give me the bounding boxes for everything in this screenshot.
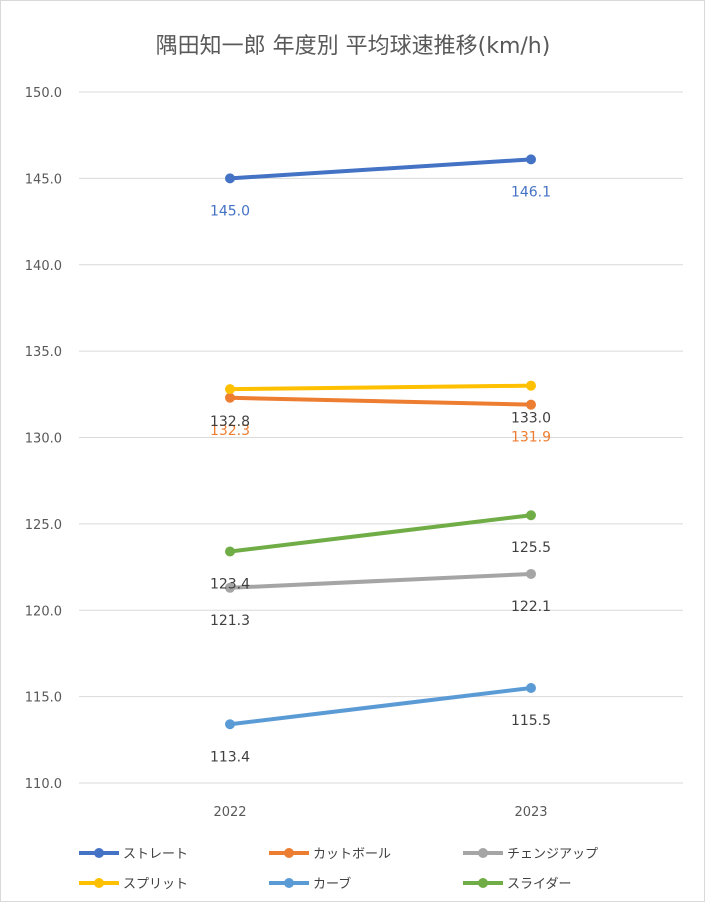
legend-item: カーブ	[269, 876, 351, 892]
series-3	[225, 380, 536, 395]
legend-label: スプリット	[123, 877, 188, 892]
legend-marker	[478, 848, 488, 858]
data-point	[526, 380, 536, 391]
series-line	[228, 685, 533, 727]
legend-marker	[478, 878, 488, 888]
data-label: 131.9	[511, 430, 551, 446]
data-point	[526, 154, 536, 165]
legend-marker	[284, 878, 294, 888]
data-label: 132.8	[210, 414, 250, 430]
legend-marker	[94, 848, 104, 858]
legend-item: ストレート	[79, 847, 188, 862]
legend-item: スライダー	[463, 877, 571, 892]
y-tick-label: 135.0	[25, 345, 62, 360]
data-label: 113.4	[210, 749, 250, 765]
data-point	[526, 510, 536, 521]
series-line	[228, 571, 533, 590]
y-tick-label: 140.0	[25, 259, 62, 274]
series-lines	[225, 154, 536, 730]
series-5	[225, 510, 536, 557]
x-tick-label: 2023	[514, 805, 547, 820]
series-4	[225, 682, 536, 730]
y-tick-label: 110.0	[25, 777, 62, 792]
y-axis-tick-labels: 150.0 145.0 140.0 135.0 130.0 125.0 120.0 115.0…	[25, 86, 62, 792]
legend-label: カーブ	[313, 876, 351, 892]
data-label: 146.1	[511, 184, 551, 200]
legend-marker	[94, 878, 104, 888]
series-line	[228, 157, 533, 181]
y-tick-label: 145.0	[25, 172, 62, 187]
data-point	[526, 682, 536, 693]
data-label: 125.5	[511, 540, 551, 556]
legend-label: ストレート	[123, 847, 188, 862]
data-label: 145.0	[210, 203, 250, 219]
data-point	[526, 399, 536, 410]
data-label: 132.3	[210, 423, 250, 439]
x-axis-tick-labels: 2022 2023	[213, 805, 547, 820]
legend-item: チェンジアップ	[463, 847, 598, 862]
data-point	[225, 384, 235, 395]
y-tick-label: 120.0	[25, 604, 62, 619]
data-point	[225, 392, 235, 403]
y-tick-label: 115.0	[25, 691, 62, 706]
y-tick-label: 130.0	[25, 432, 62, 447]
legend-item: カットボール	[269, 847, 391, 862]
series-2	[225, 568, 536, 593]
x-tick-label: 2022	[213, 805, 246, 820]
series-line	[228, 395, 533, 407]
legend-item: スプリット	[79, 877, 188, 892]
legend-label: スライダー	[507, 877, 571, 892]
data-point	[526, 568, 536, 579]
y-tick-label: 125.0	[25, 518, 62, 533]
data-label: 115.5	[511, 713, 551, 729]
chart-title: 隅田知一郎 年度別 平均球速推移(km/h)	[156, 34, 551, 59]
legend-label: チェンジアップ	[507, 847, 598, 862]
legend-marker	[284, 848, 294, 858]
data-labels: 145.0 146.1 132.3 131.9 121.3 122.1 132.8 133.0…	[210, 184, 551, 765]
data-label: 133.0	[511, 411, 551, 427]
series-1	[225, 392, 536, 410]
gridlines	[79, 91, 683, 784]
series-line	[228, 513, 533, 554]
data-point	[225, 582, 235, 593]
data-point	[225, 546, 235, 557]
y-tick-label: 150.0	[25, 86, 62, 101]
series-0	[225, 154, 536, 184]
data-label: 121.3	[210, 613, 250, 629]
data-label: 122.1	[511, 599, 551, 615]
data-point	[225, 173, 235, 184]
data-label: 123.4	[210, 577, 250, 593]
series-line	[228, 383, 533, 392]
data-point	[225, 719, 235, 730]
legend-label: カットボール	[313, 847, 391, 862]
